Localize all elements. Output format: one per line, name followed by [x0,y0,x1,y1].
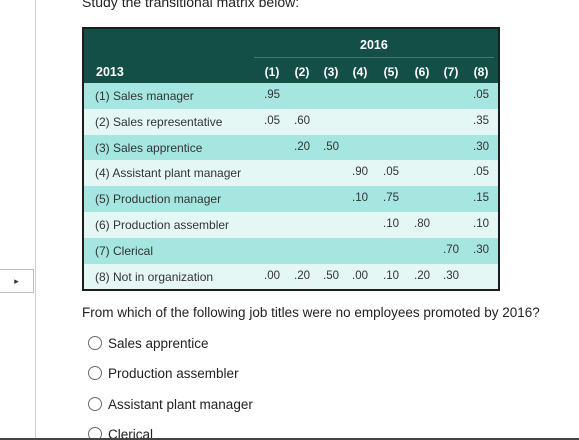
question-text: From which of the following job titles w… [82,305,540,320]
table-cell: .20 [294,140,310,153]
prompt-text: Study the transitional matrix below: [82,0,300,10]
header-year-to: 2016 [360,38,388,52]
header-divider [254,57,494,58]
table-cell: .00 [352,269,368,282]
header-year-from: 2013 [96,65,124,79]
table-cell: .10 [383,269,399,282]
matrix-header: 2016 2013 (1) (2) (3) (4) (5) (6) (7) (8) [84,29,498,83]
table-cell: .05 [473,166,489,179]
option-production-assembler[interactable]: Production assembler [88,364,239,382]
table-cell: .80 [414,218,430,230]
table-cell: .00 [264,269,280,282]
expand-panel-button[interactable]: ▸ [0,269,34,293]
table-cell: .05 [264,114,280,127]
table-row: (4) Assistant plant manager .90 .05 .05 [84,160,498,187]
column-header: (7) [443,65,459,79]
table-row: (7) Clerical .70 .30 [84,237,498,264]
column-header: (8) [473,65,489,79]
column-header: (6) [414,65,430,79]
option-label: Assistant plant manager [108,396,253,412]
option-label: Production assembler [108,365,239,381]
triangle-right-icon: ▸ [14,275,19,286]
table-cell: .30 [473,243,489,256]
column-header: (2) [294,65,310,79]
radio-button[interactable] [88,366,102,380]
table-cell: .15 [473,192,489,205]
row-label: (2) Sales representative [95,114,223,129]
row-label: (3) Sales apprentice [95,140,203,155]
table-cell: .75 [383,192,399,205]
table-row: (5) Production manager .10 .75 .15 [84,186,498,212]
table-row: (8) Not in organization .00 .20 .50 .00 .10 .2… [84,263,498,290]
table-cell: .95 [264,89,280,101]
table-cell: .60 [294,114,310,127]
radio-button[interactable] [88,427,102,440]
option-clerical[interactable]: Clerical [88,425,153,440]
option-assistant-plant-manager[interactable]: Assistant plant manager [88,395,253,413]
table-row: (3) Sales apprentice .20 .50 .30 [84,134,498,161]
left-rail [0,0,36,440]
option-label: Sales apprentice [108,335,209,351]
row-label: (1) Sales manager [95,89,194,103]
row-label: (7) Clerical [95,243,154,258]
table-cell: .30 [473,140,489,153]
table-cell: .35 [473,114,489,127]
row-label: (6) Production assembler [95,218,230,232]
table-row: (1) Sales manager .95 .05 [84,83,498,109]
table-cell: .50 [323,140,339,153]
table-row: (6) Production assembler .10 .80 .10 [84,212,498,238]
radio-button[interactable] [88,336,102,350]
table-cell: .90 [352,166,368,179]
option-sales-apprentice[interactable]: Sales apprentice [88,334,209,352]
table-cell: .10 [473,218,489,230]
row-label: (5) Production manager [95,192,222,207]
table-row: (2) Sales representative .05 .60 .35 [84,108,498,135]
table-cell: .20 [414,269,430,282]
table-cell: .05 [383,166,399,179]
row-label: (8) Not in organization [95,269,214,284]
table-cell: .50 [323,269,339,282]
column-header: (5) [383,65,399,79]
table-cell: .70 [443,243,459,256]
row-label: (4) Assistant plant manager [95,166,242,181]
bottom-divider [0,438,579,440]
radio-button[interactable] [88,397,102,411]
table-cell: .30 [443,269,459,282]
table-cell: .10 [383,218,399,230]
column-header: (1) [264,65,280,79]
option-label: Clerical [108,426,154,440]
table-cell: .05 [473,89,489,101]
table-cell: .20 [294,269,310,282]
column-header: (3) [323,65,339,79]
table-cell: .10 [352,192,368,205]
column-header: (4) [352,65,368,79]
transition-matrix-table: 2016 2013 (1) (2) (3) (4) (5) (6) (7) (8) (1) S… [82,27,500,291]
